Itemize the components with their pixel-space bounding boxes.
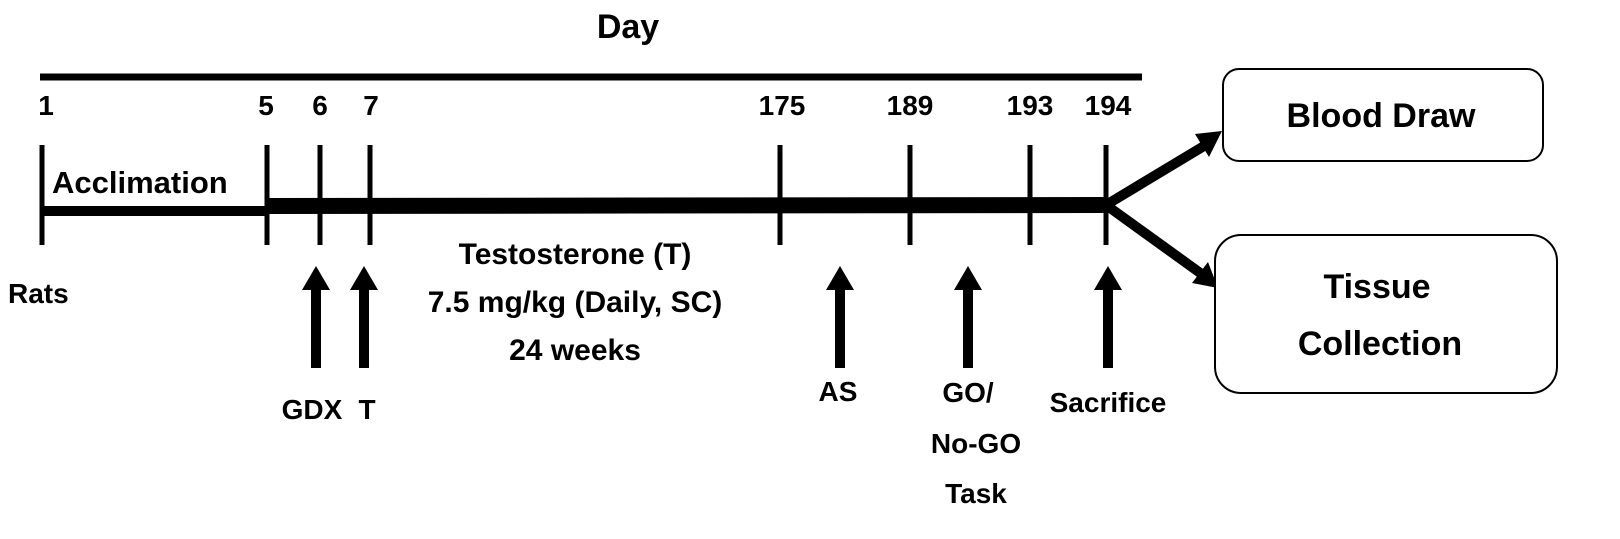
right-arrow-icon [1195, 131, 1222, 157]
up-arrow-icon [302, 266, 330, 368]
branch-line-tissue [1103, 200, 1206, 280]
event-label-gonogo-line1: GO/ [942, 377, 994, 408]
treatment-label-line1: Testosterone (T) [459, 238, 692, 271]
day-label-1: 1 [38, 90, 54, 121]
outcome-label-blood-draw: Blood Draw [1287, 97, 1476, 135]
day-label-6: 6 [312, 90, 328, 121]
outcome-box-tissue-collection: Tissue Collection [1214, 234, 1558, 394]
day-label-189: 189 [887, 90, 934, 121]
acclimation-label: Acclimation [52, 165, 228, 200]
treatment-label-line3: 24 weeks [509, 334, 641, 367]
event-label-gonogo-line2: No-GO [931, 428, 1021, 459]
branch-line-blood [1103, 141, 1207, 210]
up-arrow-icon [954, 266, 982, 368]
outcome-box-blood-draw: Blood Draw [1222, 68, 1544, 162]
treatment-label: Testosterone (T) 7.5 mg/kg (Daily, SC) 2… [428, 238, 723, 367]
up-arrow-icon [826, 266, 854, 368]
axis-title: Day [597, 8, 659, 46]
outcome-label-tissue-line2: Collection [1298, 325, 1462, 363]
event-label-gdx: GDX [282, 394, 343, 425]
day-label-7: 7 [363, 90, 379, 121]
up-arrow-icon [1094, 266, 1122, 368]
day-label-175: 175 [759, 90, 806, 121]
timeline-bar-main [265, 197, 1107, 214]
event-labels: GDX T AS GO/ No-GO Task Sacrifice [282, 376, 1167, 509]
up-arrow-icon [350, 266, 378, 368]
event-label-t: T [358, 394, 375, 425]
day-label-194: 194 [1085, 90, 1132, 121]
outcome-label-tissue-line1: Tissue [1323, 268, 1430, 306]
right-arrow-icon [1192, 262, 1218, 288]
event-label-as: AS [819, 376, 858, 407]
event-label-sacrifice: Sacrifice [1050, 387, 1167, 418]
rats-label: Rats [8, 278, 69, 309]
day-label-5: 5 [258, 90, 274, 121]
day-tick-labels: 1 5 6 7 175 189 193 194 [38, 90, 1132, 121]
tick-marks [39, 145, 1109, 245]
outcome-arrows [1103, 131, 1222, 288]
day-label-193: 193 [1007, 90, 1054, 121]
treatment-label-line2: 7.5 mg/kg (Daily, SC) [428, 286, 723, 319]
event-label-gonogo-line3: Task [945, 478, 1007, 509]
event-arrows [302, 266, 1122, 368]
